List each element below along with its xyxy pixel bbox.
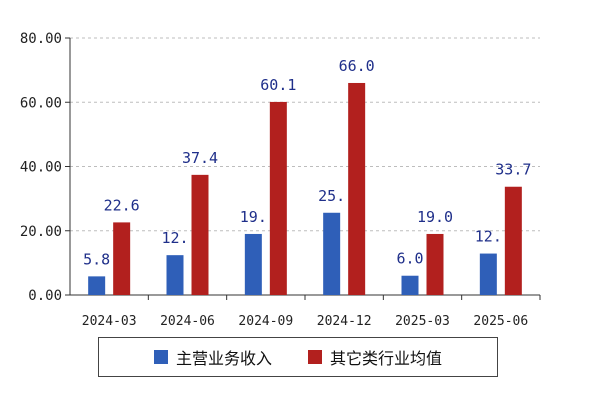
data-label-industry-avg: 22.6 bbox=[104, 196, 140, 214]
x-tick-label: 2025-06 bbox=[473, 314, 528, 329]
legend-label-revenue: 主营业务收入 bbox=[175, 349, 272, 368]
data-label-industry-avg: 66.0 bbox=[339, 57, 375, 75]
data-label-revenue: 19. bbox=[240, 208, 267, 226]
bar-industry-avg bbox=[504, 186, 522, 295]
data-label-industry-avg: 19.0 bbox=[417, 208, 453, 226]
data-label-revenue: 12. bbox=[161, 229, 188, 247]
bar-industry-avg bbox=[191, 174, 209, 295]
data-label-revenue: 25. bbox=[318, 187, 345, 205]
bar-revenue bbox=[244, 233, 262, 295]
legend-label-industry-avg: 其它类行业均值 bbox=[330, 349, 443, 368]
data-label-revenue: 6.0 bbox=[396, 250, 423, 268]
data-label-industry-avg: 60.1 bbox=[260, 76, 296, 94]
bar-industry-avg bbox=[113, 222, 131, 295]
y-tick-label: 80.00 bbox=[20, 31, 62, 47]
data-label-industry-avg: 37.4 bbox=[182, 149, 218, 167]
legend-item-industry-avg: 其它类行业均值 bbox=[308, 345, 442, 369]
bar-industry-avg bbox=[426, 233, 444, 295]
y-tick-label: 60.00 bbox=[20, 95, 62, 111]
data-label-industry-avg: 33.7 bbox=[495, 161, 531, 179]
bar-revenue bbox=[323, 212, 341, 295]
bar-industry-avg bbox=[269, 101, 287, 296]
legend: 主营业务收入 其它类行业均值 bbox=[98, 337, 498, 377]
data-labels: 5.8 22.6 12. 37.4 19. 60.1 25. 66.0 6.0 19.0 12. 33… bbox=[83, 57, 531, 268]
bars bbox=[88, 82, 522, 296]
data-label-revenue: 12. bbox=[475, 228, 502, 246]
bar-revenue bbox=[479, 253, 497, 295]
y-tick-label: 20.00 bbox=[20, 224, 62, 240]
bar-revenue bbox=[88, 276, 106, 295]
bar-industry-avg bbox=[348, 82, 366, 295]
y-tick-label: 40.00 bbox=[20, 160, 62, 176]
x-tick-label: 2024-09 bbox=[238, 314, 293, 329]
x-tick-label: 2024-03 bbox=[82, 314, 137, 329]
x-tick-label: 2024-06 bbox=[160, 314, 215, 329]
x-tick-label: 2025-03 bbox=[395, 314, 450, 329]
legend-swatch-revenue bbox=[153, 350, 168, 364]
legend-swatch-industry-avg bbox=[308, 350, 322, 364]
x-tick-label: 2024-12 bbox=[317, 314, 372, 329]
legend-item-revenue: 主营业务收入 bbox=[153, 345, 272, 369]
axes bbox=[65, 37, 541, 300]
y-tick-labels: 0.00 20.00 40.00 60.00 80.00 bbox=[20, 31, 62, 304]
bar-revenue bbox=[401, 275, 419, 295]
bar-revenue bbox=[166, 255, 184, 295]
gridlines bbox=[70, 37, 540, 232]
y-tick-label: 0.00 bbox=[28, 288, 62, 304]
data-label-revenue: 5.8 bbox=[83, 250, 110, 268]
x-tick-labels: 2024-03 2024-06 2024-09 2024-12 2025-03 2025-… bbox=[82, 314, 528, 329]
